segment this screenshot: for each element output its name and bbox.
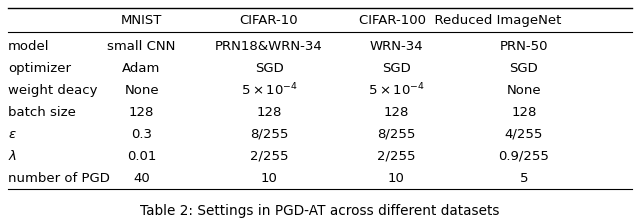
- Text: None: None: [507, 84, 541, 97]
- Text: model: model: [8, 40, 49, 53]
- Text: SGD: SGD: [255, 62, 284, 75]
- Text: $\lambda$: $\lambda$: [8, 149, 17, 163]
- Text: $\epsilon$: $\epsilon$: [8, 128, 17, 141]
- Text: 10: 10: [260, 172, 278, 185]
- Text: SGD: SGD: [382, 62, 411, 75]
- Text: 4/255: 4/255: [505, 128, 543, 141]
- Text: PRN-50: PRN-50: [500, 40, 548, 53]
- Text: 8/255: 8/255: [250, 128, 288, 141]
- Text: 2/255: 2/255: [377, 150, 416, 163]
- Text: 8/255: 8/255: [377, 128, 415, 141]
- Text: small CNN: small CNN: [108, 40, 176, 53]
- Text: weight deacy: weight deacy: [8, 84, 97, 97]
- Text: 0.01: 0.01: [127, 150, 156, 163]
- Text: 128: 128: [511, 106, 536, 119]
- Text: CIFAR-10: CIFAR-10: [240, 14, 298, 27]
- Text: $5 \times 10^{-4}$: $5 \times 10^{-4}$: [241, 82, 298, 98]
- Text: Adam: Adam: [122, 62, 161, 75]
- Text: batch size: batch size: [8, 106, 76, 119]
- Text: $5 \times 10^{-4}$: $5 \times 10^{-4}$: [368, 82, 425, 98]
- Text: 2/255: 2/255: [250, 150, 288, 163]
- Text: PRN18&WRN-34: PRN18&WRN-34: [215, 40, 323, 53]
- Text: CIFAR-100  Reduced ImageNet: CIFAR-100 Reduced ImageNet: [359, 14, 561, 27]
- Text: 128: 128: [129, 106, 154, 119]
- Text: SGD: SGD: [509, 62, 538, 75]
- Text: None: None: [124, 84, 159, 97]
- Text: number of PGD: number of PGD: [8, 172, 109, 185]
- Text: MNIST: MNIST: [121, 14, 163, 27]
- Text: 10: 10: [388, 172, 405, 185]
- Text: optimizer: optimizer: [8, 62, 71, 75]
- Text: 128: 128: [257, 106, 282, 119]
- Text: 0.3: 0.3: [131, 128, 152, 141]
- Text: 40: 40: [133, 172, 150, 185]
- Text: 128: 128: [384, 106, 409, 119]
- Text: 0.9/255: 0.9/255: [499, 150, 549, 163]
- Text: 5: 5: [520, 172, 528, 185]
- Text: Table 2: Settings in PGD-AT across different datasets: Table 2: Settings in PGD-AT across diffe…: [140, 204, 500, 218]
- Text: WRN-34: WRN-34: [370, 40, 423, 53]
